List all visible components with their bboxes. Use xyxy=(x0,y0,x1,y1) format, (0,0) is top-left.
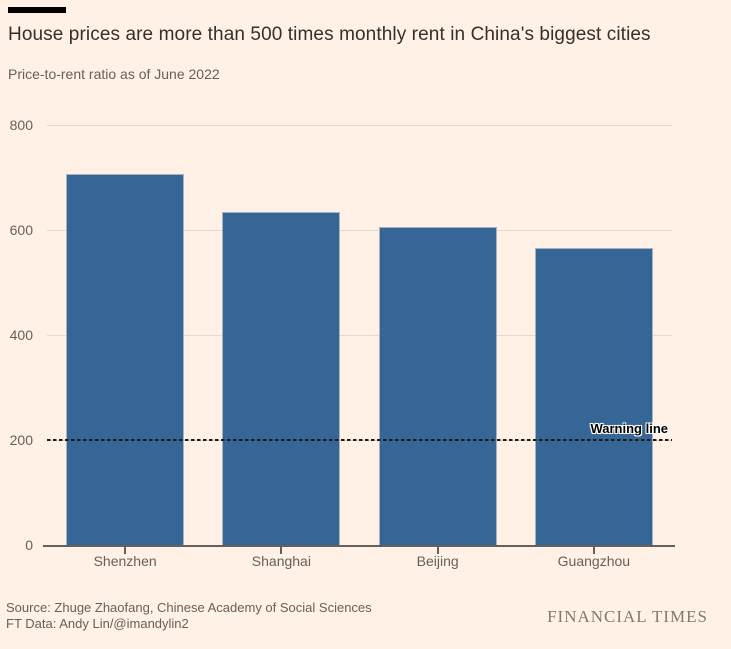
source-line: Source: Zhuge Zhaofang, Chinese Academy … xyxy=(6,600,372,615)
bar-guangzhou xyxy=(534,247,653,545)
y-tick-label-200: 200 xyxy=(9,432,33,448)
gridline-600 xyxy=(47,230,672,231)
bar-shanghai xyxy=(222,211,341,545)
x-tick-label-guangzhou: Guangzhou xyxy=(557,553,631,569)
bar-beijing xyxy=(378,226,497,545)
warning-line-label: Warning line xyxy=(590,421,668,436)
x-tick-shenzhen xyxy=(124,547,127,554)
bar-shenzhen xyxy=(66,174,185,545)
gridline-400 xyxy=(47,335,672,336)
y-tick-label-400: 400 xyxy=(9,327,33,343)
x-tick-label-beijing: Beijing xyxy=(416,553,459,569)
ft-data-line: FT Data: Andy Lin/@imandylin2 xyxy=(6,615,189,631)
x-axis-line xyxy=(43,545,675,547)
x-tick-label-shenzhen: Shenzhen xyxy=(93,553,157,569)
gridline-800 xyxy=(47,125,672,126)
plot-area: Warning line xyxy=(43,125,675,547)
x-tick-guangzhou xyxy=(592,547,595,554)
chart-subtitle: Price-to-rent ratio as of June 2022 xyxy=(8,66,220,82)
y-tick-label-0: 0 xyxy=(25,537,33,553)
chart-title: House prices are more than 500 times mon… xyxy=(8,24,651,45)
y-tick-label-800: 800 xyxy=(9,117,33,133)
source-block: Source: Zhuge Zhaofang, Chinese Academy … xyxy=(6,600,372,631)
warning-line xyxy=(47,439,672,441)
y-tick-label-600: 600 xyxy=(9,222,33,238)
x-tick-beijing xyxy=(436,547,439,554)
ft-accent-bar xyxy=(8,7,66,13)
ft-logo: FINANCIAL TIMES xyxy=(547,607,708,626)
x-tick-shanghai xyxy=(280,547,283,554)
x-tick-label-shanghai: Shanghai xyxy=(251,553,311,569)
